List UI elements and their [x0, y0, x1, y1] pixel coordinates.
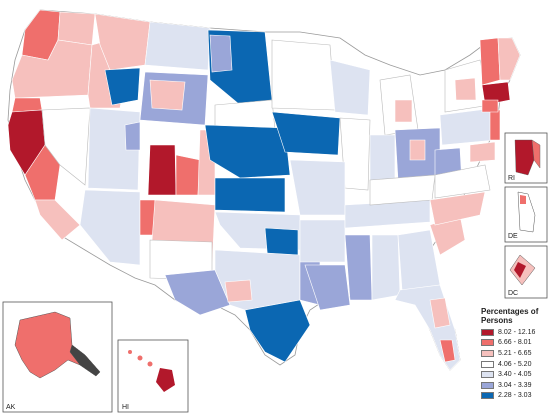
- region-ca-central: [24, 144, 61, 201]
- legend-swatch: [481, 381, 494, 389]
- region-co-mid: [175, 154, 201, 196]
- region-oh-pink: [409, 139, 426, 161]
- region-nd-light: [209, 34, 233, 73]
- legend-label: 3.40 - 4.05: [498, 371, 532, 379]
- legend-row: 5.21 - 6.65: [481, 348, 547, 359]
- region-tx-pink: [224, 279, 253, 303]
- region-ky: [369, 174, 436, 206]
- legend-swatch: [481, 392, 494, 400]
- region-ks-blue: [214, 177, 286, 213]
- region-wi: [329, 59, 371, 116]
- region-ny-pink: [454, 77, 477, 101]
- region-ms: [344, 234, 373, 301]
- legend-swatch: [481, 349, 494, 357]
- region-tx-west: [164, 269, 231, 316]
- inset-label-ak: AK: [6, 404, 16, 411]
- inset-island-hi-3: [147, 361, 153, 367]
- region-me: [497, 37, 521, 81]
- legend-swatch: [481, 371, 494, 379]
- legend-label: 5.21 - 6.65: [498, 349, 532, 357]
- legend-row: 8.02 - 12.16: [481, 327, 547, 338]
- inset-island-hi-4: [156, 368, 175, 392]
- legend-row: 3.40 - 4.05: [481, 369, 547, 380]
- legend-label: 4.06 - 5.20: [498, 360, 532, 368]
- region-ct: [481, 99, 499, 113]
- region-tx-south: [244, 299, 311, 363]
- legend-row: 2.28 - 3.03: [481, 391, 547, 402]
- legend-label: 8.02 - 12.16: [498, 328, 536, 336]
- region-vt-nh: [479, 37, 501, 86]
- region-ar: [299, 219, 346, 263]
- region-wa-east: [57, 11, 96, 46]
- region-mi-pink: [394, 99, 413, 123]
- region-co-red: [147, 144, 177, 196]
- legend-items: 8.02 - 12.16 6.66 - 8.01 5.21 - 6.65 4.06 -…: [481, 327, 547, 401]
- inset-shape-ri: [514, 139, 535, 176]
- legend: Percentages of Persons 8.02 - 12.16 6.66 …: [481, 307, 547, 401]
- region-mt-east: [144, 21, 211, 71]
- legend-title-line2: Persons: [481, 316, 513, 325]
- region-mo: [289, 159, 346, 216]
- region-id-blue: [104, 67, 141, 106]
- legend-row: 3.04 - 3.39: [481, 380, 547, 391]
- region-nc: [429, 191, 486, 226]
- legend-label: 2.28 - 3.03: [498, 392, 532, 400]
- inset-shape-de-red: [520, 195, 526, 204]
- inset-island-hi-1: [128, 350, 132, 354]
- inset-label-hi: HI: [122, 404, 129, 411]
- inset-label-de: DE: [508, 233, 518, 240]
- legend-title-line1: Percentages of: [481, 307, 539, 316]
- legend-label: 6.66 - 8.01: [498, 339, 532, 347]
- legend-row: 4.06 - 5.20: [481, 359, 547, 370]
- region-wy-pink: [149, 79, 186, 111]
- region-fl-red: [439, 339, 456, 363]
- region-nv: [41, 107, 91, 186]
- region-va: [434, 164, 491, 199]
- region-ut-blue: [124, 121, 141, 151]
- region-ca-south: [34, 199, 81, 241]
- region-ne-blue: [204, 124, 291, 179]
- inset-shape-dc-red: [514, 262, 526, 278]
- inset-label-ri: RI: [508, 175, 515, 182]
- region-md: [469, 141, 496, 163]
- inset-shape-ri-east: [531, 139, 541, 169]
- inset-label-dc: DC: [508, 290, 518, 297]
- region-fl-pink: [429, 297, 451, 329]
- region-la: [304, 264, 351, 311]
- region-mn: [271, 39, 336, 111]
- region-az: [79, 189, 141, 266]
- region-ma: [481, 81, 511, 106]
- region-mt-west: [94, 13, 151, 71]
- legend-swatch: [481, 360, 494, 368]
- region-or-south: [11, 97, 43, 113]
- region-nj: [489, 109, 501, 141]
- legend-swatch: [481, 328, 494, 336]
- legend-label: 3.04 - 3.39: [498, 381, 532, 389]
- inset-island-hi-2: [137, 355, 143, 361]
- legend-row: 6.66 - 8.01: [481, 338, 547, 349]
- region-ia-blue: [271, 111, 341, 156]
- inset-shape-ak-panhandle: [69, 344, 101, 377]
- legend-swatch: [481, 339, 494, 347]
- region-al: [371, 234, 401, 301]
